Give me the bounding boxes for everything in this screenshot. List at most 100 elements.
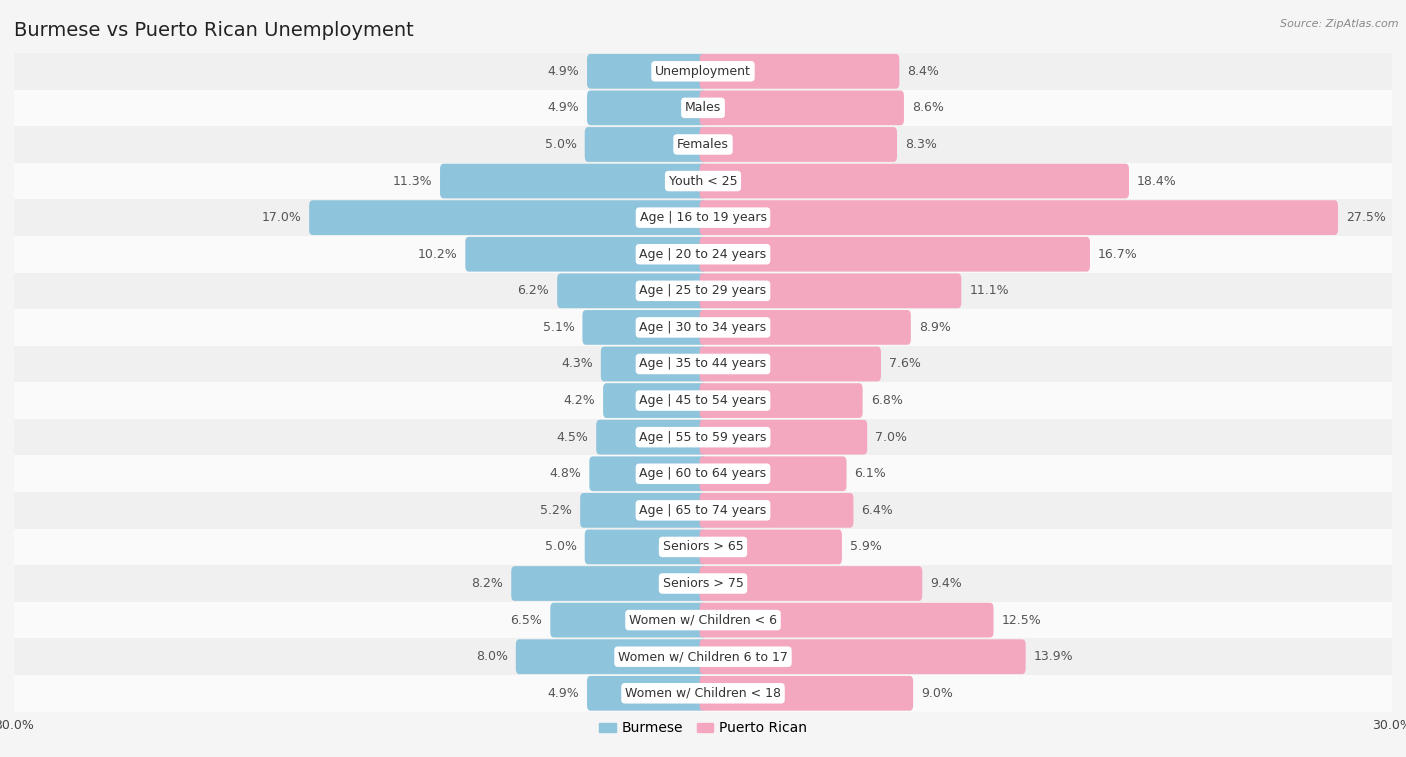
FancyBboxPatch shape xyxy=(700,566,922,601)
Bar xyxy=(14,199,1392,236)
Text: Youth < 25: Youth < 25 xyxy=(669,175,737,188)
Text: 8.9%: 8.9% xyxy=(920,321,950,334)
Text: 4.9%: 4.9% xyxy=(547,101,579,114)
Text: 6.2%: 6.2% xyxy=(517,285,550,298)
Text: 6.4%: 6.4% xyxy=(862,504,893,517)
FancyBboxPatch shape xyxy=(585,127,706,162)
FancyBboxPatch shape xyxy=(582,310,706,344)
FancyBboxPatch shape xyxy=(596,420,706,454)
Bar xyxy=(14,163,1392,199)
Text: 5.0%: 5.0% xyxy=(544,138,576,151)
Text: 4.9%: 4.9% xyxy=(547,65,579,78)
Text: Unemployment: Unemployment xyxy=(655,65,751,78)
Text: Females: Females xyxy=(678,138,728,151)
Text: 8.0%: 8.0% xyxy=(475,650,508,663)
Bar xyxy=(14,89,1392,126)
FancyBboxPatch shape xyxy=(603,383,706,418)
Text: 6.5%: 6.5% xyxy=(510,614,543,627)
FancyBboxPatch shape xyxy=(465,237,706,272)
FancyBboxPatch shape xyxy=(700,493,853,528)
FancyBboxPatch shape xyxy=(700,456,846,491)
Text: 5.2%: 5.2% xyxy=(540,504,572,517)
Text: 11.3%: 11.3% xyxy=(392,175,432,188)
FancyBboxPatch shape xyxy=(309,201,706,235)
FancyBboxPatch shape xyxy=(440,164,706,198)
Text: 4.2%: 4.2% xyxy=(564,394,595,407)
Bar xyxy=(14,419,1392,456)
Bar xyxy=(14,456,1392,492)
Text: 5.1%: 5.1% xyxy=(543,321,575,334)
Text: Age | 35 to 44 years: Age | 35 to 44 years xyxy=(640,357,766,370)
FancyBboxPatch shape xyxy=(585,530,706,564)
FancyBboxPatch shape xyxy=(516,640,706,674)
Bar xyxy=(14,638,1392,675)
Bar xyxy=(14,492,1392,528)
Text: Age | 60 to 64 years: Age | 60 to 64 years xyxy=(640,467,766,480)
FancyBboxPatch shape xyxy=(700,676,912,711)
Text: Women w/ Children < 6: Women w/ Children < 6 xyxy=(628,614,778,627)
Text: 8.3%: 8.3% xyxy=(905,138,936,151)
FancyBboxPatch shape xyxy=(550,603,706,637)
Bar xyxy=(14,273,1392,309)
FancyBboxPatch shape xyxy=(700,91,904,125)
Text: 8.2%: 8.2% xyxy=(471,577,503,590)
FancyBboxPatch shape xyxy=(700,201,1339,235)
Bar xyxy=(14,53,1392,89)
Text: 18.4%: 18.4% xyxy=(1137,175,1177,188)
Text: 6.8%: 6.8% xyxy=(870,394,903,407)
Text: 8.4%: 8.4% xyxy=(907,65,939,78)
Text: Age | 30 to 34 years: Age | 30 to 34 years xyxy=(640,321,766,334)
Text: Age | 55 to 59 years: Age | 55 to 59 years xyxy=(640,431,766,444)
FancyBboxPatch shape xyxy=(700,347,882,382)
Text: Age | 25 to 29 years: Age | 25 to 29 years xyxy=(640,285,766,298)
Text: 9.4%: 9.4% xyxy=(931,577,962,590)
Text: 7.6%: 7.6% xyxy=(889,357,921,370)
FancyBboxPatch shape xyxy=(700,420,868,454)
Text: Burmese vs Puerto Rican Unemployment: Burmese vs Puerto Rican Unemployment xyxy=(14,21,413,40)
Bar xyxy=(14,565,1392,602)
FancyBboxPatch shape xyxy=(700,383,863,418)
FancyBboxPatch shape xyxy=(700,164,1129,198)
FancyBboxPatch shape xyxy=(700,273,962,308)
Text: Age | 20 to 24 years: Age | 20 to 24 years xyxy=(640,248,766,260)
FancyBboxPatch shape xyxy=(512,566,706,601)
Bar xyxy=(14,602,1392,638)
FancyBboxPatch shape xyxy=(700,237,1090,272)
FancyBboxPatch shape xyxy=(700,310,911,344)
Bar xyxy=(14,346,1392,382)
Text: 4.5%: 4.5% xyxy=(557,431,588,444)
FancyBboxPatch shape xyxy=(700,640,1025,674)
FancyBboxPatch shape xyxy=(700,530,842,564)
FancyBboxPatch shape xyxy=(600,347,706,382)
Bar xyxy=(14,236,1392,273)
Text: 9.0%: 9.0% xyxy=(921,687,953,699)
Text: 5.9%: 5.9% xyxy=(851,540,882,553)
Text: Seniors > 65: Seniors > 65 xyxy=(662,540,744,553)
Bar xyxy=(14,126,1392,163)
Bar xyxy=(14,675,1392,712)
Text: 27.5%: 27.5% xyxy=(1346,211,1386,224)
Text: 11.1%: 11.1% xyxy=(969,285,1010,298)
Text: 12.5%: 12.5% xyxy=(1001,614,1042,627)
Text: 6.1%: 6.1% xyxy=(855,467,886,480)
FancyBboxPatch shape xyxy=(588,54,706,89)
Bar xyxy=(14,528,1392,565)
Text: 10.2%: 10.2% xyxy=(418,248,457,260)
Text: 7.0%: 7.0% xyxy=(875,431,907,444)
Text: Source: ZipAtlas.com: Source: ZipAtlas.com xyxy=(1281,19,1399,29)
Text: 16.7%: 16.7% xyxy=(1098,248,1137,260)
FancyBboxPatch shape xyxy=(581,493,706,528)
FancyBboxPatch shape xyxy=(700,127,897,162)
Text: Women w/ Children 6 to 17: Women w/ Children 6 to 17 xyxy=(619,650,787,663)
Bar xyxy=(14,309,1392,346)
Text: Women w/ Children < 18: Women w/ Children < 18 xyxy=(626,687,780,699)
Text: Age | 65 to 74 years: Age | 65 to 74 years xyxy=(640,504,766,517)
Text: 4.3%: 4.3% xyxy=(561,357,593,370)
Text: Males: Males xyxy=(685,101,721,114)
FancyBboxPatch shape xyxy=(588,676,706,711)
Text: Age | 45 to 54 years: Age | 45 to 54 years xyxy=(640,394,766,407)
Text: Age | 16 to 19 years: Age | 16 to 19 years xyxy=(640,211,766,224)
Text: 4.8%: 4.8% xyxy=(550,467,581,480)
Bar xyxy=(14,382,1392,419)
Text: Seniors > 75: Seniors > 75 xyxy=(662,577,744,590)
